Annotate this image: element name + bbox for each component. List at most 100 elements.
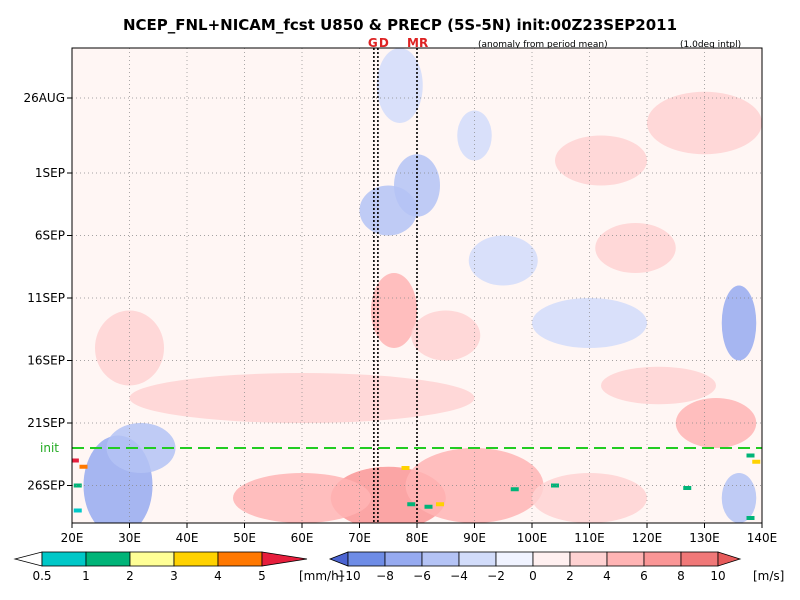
precip-legend-label: 5: [258, 569, 266, 583]
wind-legend-label: 0: [529, 569, 537, 583]
wind-anomaly-cell: [405, 448, 544, 523]
x-tick-label: 110E: [574, 531, 605, 545]
precip-legend-tip: [261, 551, 308, 567]
wind-anomaly-cell: [555, 135, 647, 186]
wind-anomaly-cell: [721, 473, 757, 523]
precip-cell: [407, 502, 416, 507]
wind-legend-label: 8: [677, 569, 685, 583]
precip-legend-label: 3: [170, 569, 178, 583]
y-tick-label: 11SEP: [27, 291, 65, 305]
wind-legend-tip: [717, 551, 742, 567]
y-tick-label: 26AUG: [23, 91, 65, 105]
x-tick-label: 130E: [689, 531, 720, 545]
wind-legend-swatch: [606, 551, 645, 567]
wind-anomaly-cell: [595, 223, 676, 273]
wind-legend-label: −10: [335, 569, 360, 583]
precip-cell: [79, 464, 88, 469]
wind-anomaly-cell: [106, 423, 176, 473]
wind-anomaly-cell: [721, 285, 757, 361]
precip-legend-swatch: [217, 551, 263, 567]
chart-title: NCEP_FNL+NICAM_fcst U850 & PRECP (5S-5N)…: [123, 16, 677, 34]
wind-legend-label: −8: [376, 569, 394, 583]
wind-anomaly-cell: [129, 373, 475, 423]
precip-legend: 0.5 1 2 3 4 5: [13, 551, 308, 583]
wind-anomaly-cell: [411, 310, 481, 361]
marker-label: D: [379, 36, 389, 50]
precip-cell: [746, 516, 755, 520]
wind-anomaly-cell: [376, 48, 423, 123]
wind-legend-swatch: [643, 551, 682, 567]
precip-legend-unit: [mm/h]: [299, 569, 343, 583]
precip-marks: [72, 453, 761, 520]
wind-legend-label: 2: [566, 569, 574, 583]
precip-cell: [401, 466, 410, 470]
wind-anomaly-cell: [601, 366, 716, 405]
wind-legend: −10 −8 −6 −4 −2 0 2 4 6 8 10: [328, 551, 742, 583]
y-axis: 26AUG 1SEP 6SEP 11SEP 16SEP 21SEP 26SEP: [23, 91, 72, 493]
y-tick-label: 6SEP: [35, 229, 65, 243]
wind-anomaly-cell: [359, 185, 417, 236]
wind-legend-label: 6: [640, 569, 648, 583]
y-tick-label: 16SEP: [27, 354, 65, 368]
x-tick-label: 120E: [632, 531, 663, 545]
marker-label: G: [368, 36, 378, 50]
wind-legend-swatch: [347, 551, 386, 567]
wind-legend-swatch: [680, 551, 719, 567]
marker-label: R: [419, 36, 428, 50]
precip-legend-label: 1: [82, 569, 90, 583]
x-tick-label: 30E: [118, 531, 141, 545]
wind-legend-label: −6: [413, 569, 431, 583]
wind-legend-swatch: [421, 551, 460, 567]
precip-cell: [752, 459, 761, 464]
init-label: init: [40, 441, 59, 455]
x-tick-label: 90E: [463, 531, 486, 545]
wind-legend-unit: [m/s]: [753, 569, 784, 583]
precip-legend-label: 2: [126, 569, 134, 583]
x-tick-label: 70E: [348, 531, 371, 545]
precip-legend-label: 0.5: [32, 569, 51, 583]
chart-subtitle-anomaly: (anomaly from period mean): [478, 40, 608, 50]
x-tick-label: 100E: [517, 531, 548, 545]
y-tick-label: 26SEP: [27, 479, 65, 493]
wind-legend-label: −2: [487, 569, 505, 583]
wind-legend-label: −4: [450, 569, 468, 583]
precip-legend-swatch: [41, 551, 87, 567]
precip-legend-swatch: [129, 551, 175, 567]
wind-legend-swatch: [569, 551, 608, 567]
precip-cell: [424, 504, 433, 509]
precip-cell: [73, 508, 82, 513]
wind-legend-swatch: [384, 551, 423, 567]
precip-cell: [73, 483, 82, 488]
precip-legend-swatch: [173, 551, 219, 567]
x-tick-label: 60E: [291, 531, 314, 545]
wind-legend-swatch: [532, 551, 571, 567]
precip-cell: [746, 453, 755, 458]
x-tick-label: 80E: [406, 531, 429, 545]
precip-cell: [551, 483, 559, 488]
wind-legend-label: 10: [710, 569, 725, 583]
precip-cell: [510, 487, 519, 492]
wind-anomaly-cell: [371, 273, 417, 348]
x-tick-label: 50E: [233, 531, 256, 545]
wind-legend-swatch: [458, 551, 497, 567]
wind-legend-tip: [328, 551, 349, 567]
x-tick-label: 20E: [61, 531, 84, 545]
precip-legend-tip: [13, 551, 43, 567]
precip-cell: [683, 486, 692, 490]
y-tick-label: 21SEP: [27, 416, 65, 430]
x-axis: 20E 30E 40E 50E 60E 70E 80E 90E 100E 110E 120E 130E…: [61, 523, 777, 545]
precip-legend-swatch: [85, 551, 131, 567]
wind-anomaly-cell: [468, 235, 538, 286]
marker-label: M: [407, 36, 419, 50]
wind-legend-swatch: [495, 551, 534, 567]
wind-anomaly-cell: [532, 298, 647, 348]
precip-cell: [72, 458, 79, 463]
y-tick-label: 1SEP: [35, 166, 65, 180]
x-tick-label: 40E: [176, 531, 199, 545]
precip-cell: [436, 502, 444, 507]
wind-anomaly-cell: [457, 110, 492, 161]
wind-legend-label: 4: [603, 569, 611, 583]
chart-subtitle-interp: (1.0deg intpl): [680, 40, 741, 50]
